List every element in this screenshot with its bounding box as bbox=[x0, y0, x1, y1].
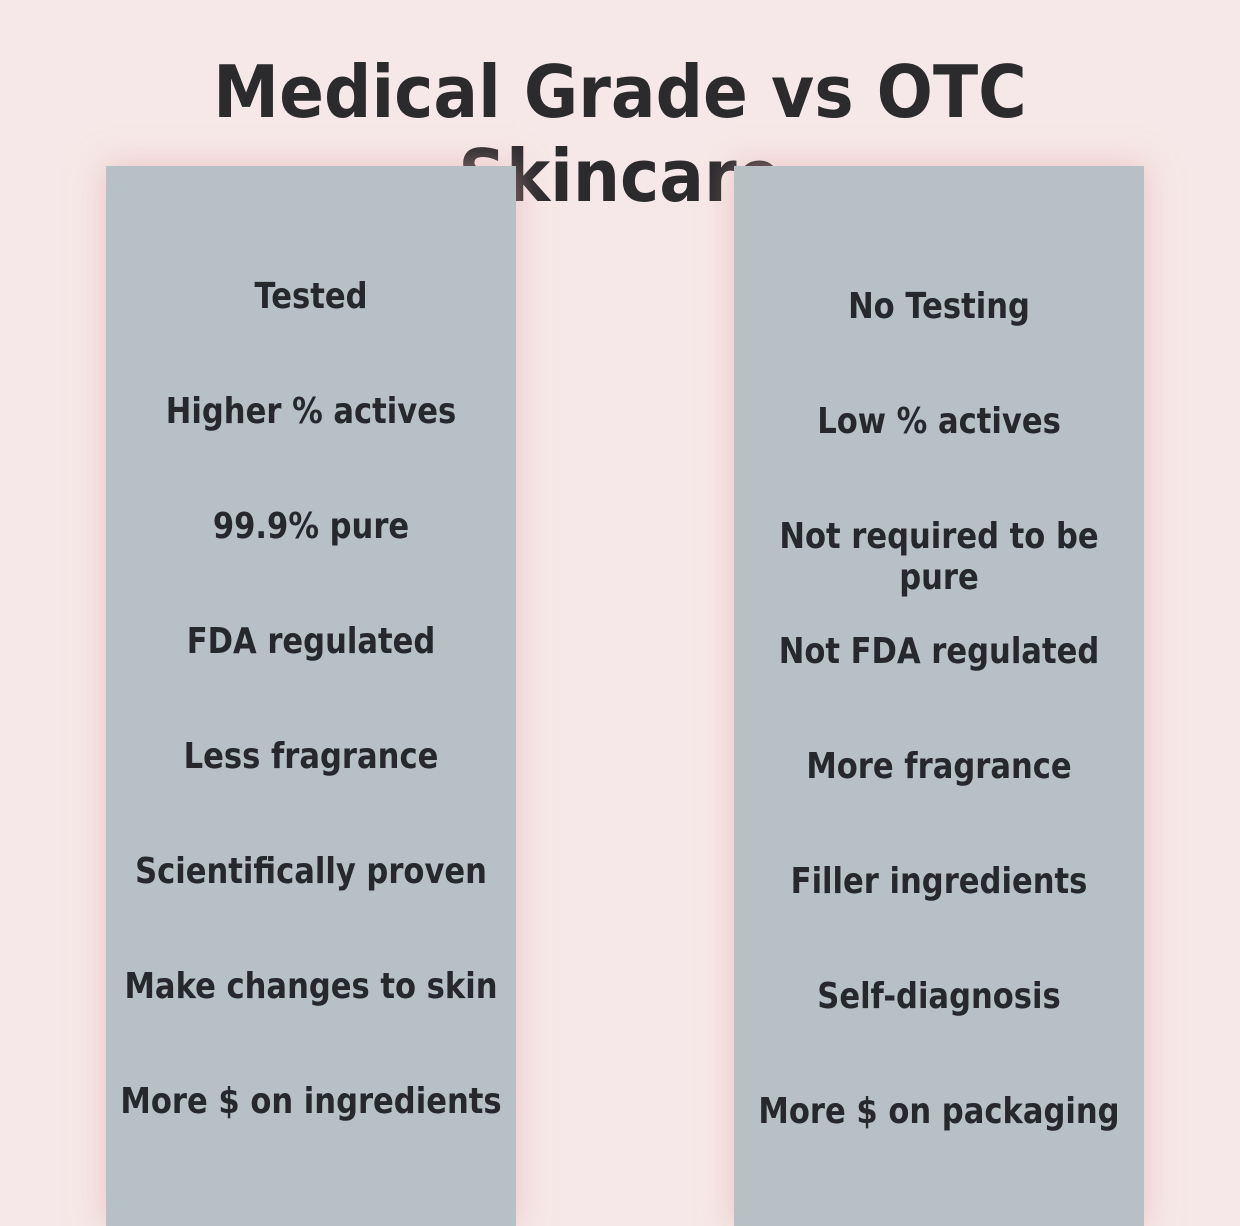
item: Not required to be pure bbox=[779, 516, 1099, 598]
item: Not FDA regulated bbox=[778, 631, 1100, 672]
item: No Testing bbox=[848, 286, 1030, 327]
item: FDA regulated bbox=[186, 621, 436, 662]
item: Tested bbox=[254, 276, 368, 317]
otc-column: No Testing Low % actives Not required to b… bbox=[734, 166, 1144, 1226]
item: More fragrance bbox=[806, 746, 1072, 787]
medical-column: Tested Higher % actives 99.9% pure FDA regu… bbox=[106, 166, 516, 1226]
item: More $ on packaging bbox=[758, 1091, 1120, 1132]
item: Low % actives bbox=[817, 401, 1061, 442]
item: 99.9% pure bbox=[212, 506, 410, 547]
item: Filler ingredients bbox=[790, 861, 1088, 902]
item: Self-diagnosis bbox=[817, 976, 1061, 1017]
item: More $ on ingredients bbox=[120, 1081, 502, 1122]
item: Less fragrance bbox=[183, 736, 439, 777]
item: Make changes to skin bbox=[124, 966, 498, 1007]
item: Higher % actives bbox=[165, 391, 457, 432]
item: Scientifically proven bbox=[135, 851, 487, 892]
title: Medical Grade vs OTC Skincare bbox=[213, 50, 1027, 218]
